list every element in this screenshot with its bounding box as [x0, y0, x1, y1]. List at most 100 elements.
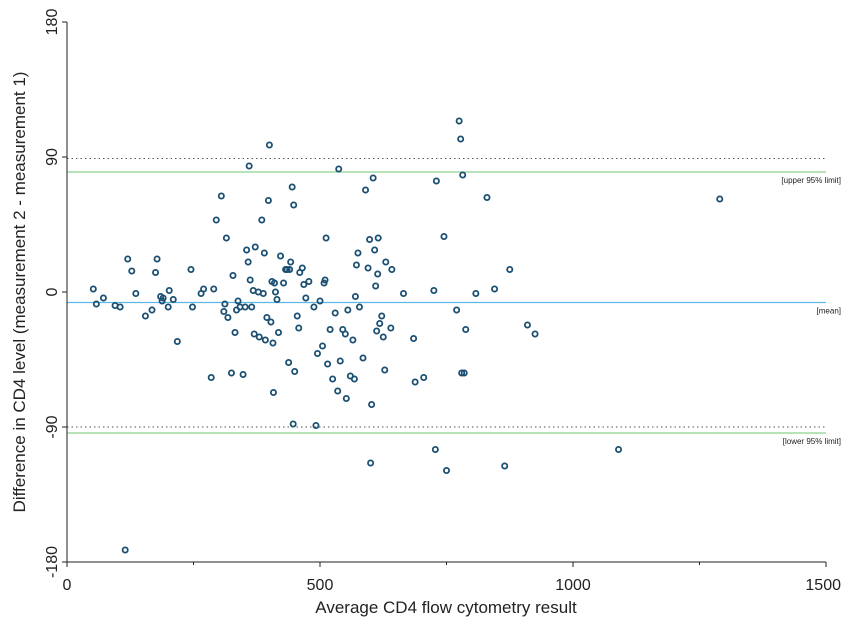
data-point — [243, 246, 251, 254]
data-point — [210, 285, 218, 293]
data-point — [121, 546, 129, 554]
reference-label-2: [upper 95% limit] — [781, 176, 841, 185]
data-point — [200, 285, 208, 293]
data-point — [293, 312, 301, 320]
data-point — [116, 303, 124, 311]
data-point — [212, 216, 220, 224]
data-point — [241, 303, 249, 311]
data-point — [399, 289, 407, 297]
data-point — [128, 267, 136, 275]
data-point — [326, 325, 334, 333]
data-point — [341, 330, 349, 338]
data-point — [313, 349, 321, 357]
data-point — [231, 328, 239, 336]
data-point — [286, 265, 294, 273]
data-point — [354, 249, 362, 257]
data-point — [269, 339, 277, 347]
data-point — [472, 289, 480, 297]
data-point — [501, 462, 509, 470]
ticks: 0 500 1000 1500 -180 -90 0 90 180 — [44, 9, 841, 594]
data-point — [269, 388, 277, 396]
data-point — [246, 276, 254, 284]
data-point — [258, 216, 266, 224]
data-point — [267, 318, 275, 326]
data-point — [374, 234, 382, 242]
data-point — [369, 174, 377, 182]
data-points — [89, 117, 724, 554]
data-point — [344, 306, 352, 314]
data-point — [260, 249, 268, 257]
data-point — [188, 303, 196, 311]
data-point — [331, 309, 339, 317]
data-point — [264, 196, 272, 204]
data-point — [239, 370, 247, 378]
reference-labels: [upper 95% limit] [mean] [lower 95% limit] — [781, 176, 841, 446]
data-point — [378, 312, 386, 320]
data-point — [261, 336, 269, 344]
x-tick-label: 1000 — [555, 577, 591, 594]
x-tick-label: 500 — [307, 577, 334, 594]
data-point — [334, 387, 342, 395]
data-point — [410, 334, 418, 342]
data-point — [295, 324, 303, 332]
data-point — [460, 369, 468, 377]
data-point — [92, 300, 100, 308]
data-point — [263, 313, 271, 321]
reference-label-4: [lower 95% limit] — [783, 437, 841, 446]
data-point — [275, 328, 283, 336]
data-point — [164, 303, 172, 311]
y-tick-label: 90 — [44, 148, 61, 166]
data-point — [352, 261, 360, 269]
y-axis-title: Difference in CD4 level (measurement 2 -… — [10, 72, 29, 513]
y-tick-label: -90 — [44, 415, 61, 438]
data-point — [321, 276, 329, 284]
data-point — [371, 246, 379, 254]
data-point — [364, 264, 372, 272]
data-point — [300, 280, 308, 288]
data-point — [285, 358, 293, 366]
data-point — [376, 319, 384, 327]
data-point — [259, 289, 267, 297]
data-point — [462, 325, 470, 333]
data-point — [221, 300, 229, 308]
data-point — [169, 295, 177, 303]
data-point — [148, 306, 156, 314]
data-point — [283, 265, 291, 273]
x-tick-label: 0 — [63, 577, 72, 594]
data-point — [388, 265, 396, 273]
data-point — [251, 243, 259, 251]
data-point — [368, 400, 376, 408]
data-point — [411, 378, 419, 386]
data-point — [335, 165, 343, 173]
data-point — [291, 367, 299, 375]
reference-lines — [67, 158, 826, 434]
data-point — [89, 285, 97, 293]
data-point — [716, 195, 724, 203]
data-point — [224, 313, 232, 321]
data-point — [248, 303, 256, 311]
data-point — [152, 268, 160, 276]
data-point — [351, 292, 359, 300]
data-point — [342, 394, 350, 402]
data-point — [432, 177, 440, 185]
data-point — [366, 235, 374, 243]
data-point — [531, 330, 539, 338]
y-tick-label: 0 — [44, 287, 61, 296]
data-point — [220, 307, 228, 315]
data-point — [459, 171, 467, 179]
data-point — [615, 445, 623, 453]
data-point — [287, 258, 295, 266]
data-point — [455, 117, 463, 125]
data-point — [457, 135, 465, 143]
data-point — [132, 289, 140, 297]
data-point — [298, 264, 306, 272]
data-point — [442, 466, 450, 474]
data-point — [207, 373, 215, 381]
reference-label-3: [mean] — [817, 307, 841, 316]
data-point — [506, 265, 514, 273]
data-point — [288, 183, 296, 191]
data-point — [227, 369, 235, 377]
data-point — [280, 279, 288, 287]
data-point — [359, 354, 367, 362]
